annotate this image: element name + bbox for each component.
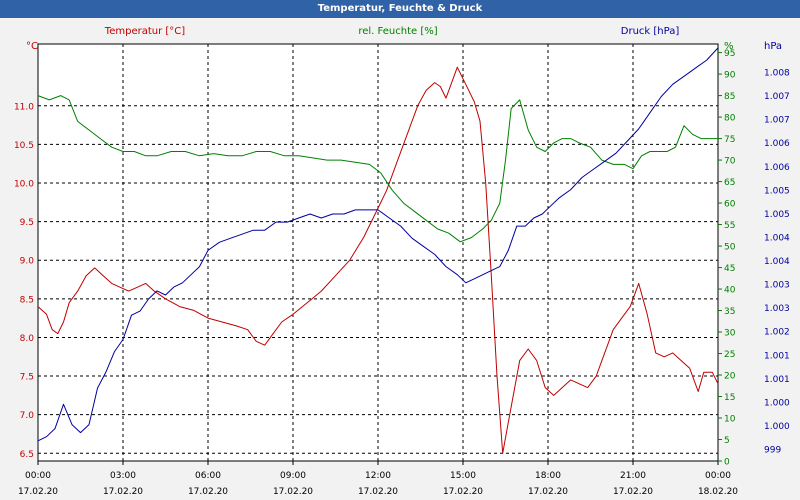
humidity-tick-label: 90 — [724, 71, 736, 81]
pressure-tick-label: 1.006 — [764, 139, 790, 149]
x-tick-time: 03:00 — [110, 471, 136, 481]
humidity-tick-label: 95 — [724, 49, 735, 59]
humidity-tick-label: 85 — [724, 92, 735, 102]
humidity-unit-label: % — [724, 41, 734, 52]
pressure-tick-label: 1.001 — [764, 375, 790, 385]
x-tick-time: 15:00 — [450, 471, 476, 481]
humidity-tick-label: 75 — [724, 135, 735, 145]
humidity-tick-label: 70 — [724, 157, 736, 167]
temperature-tick-label: 7.0 — [20, 411, 35, 421]
temperature-tick-label: 9.0 — [20, 257, 35, 267]
pressure-tick-label: 1.000 — [764, 398, 790, 408]
series-line-temperature — [37, 66, 719, 454]
pressure-tick-label: 1.003 — [764, 281, 790, 291]
humidity-tick-label: 35 — [724, 307, 735, 317]
pressure-tick-label: 1.008 — [764, 69, 790, 79]
pressure-tick-label: 1.007 — [764, 92, 790, 102]
x-tick-date: 17.02.20 — [358, 487, 398, 497]
x-tick-time: 09:00 — [280, 471, 306, 481]
x-tick-date: 17.02.20 — [443, 487, 483, 497]
x-tick-date: 17.02.20 — [103, 487, 143, 497]
grid — [38, 44, 718, 461]
temperature-tick-label: 10.5 — [14, 141, 34, 151]
chart-title: Temperatur, Feuchte & Druck — [0, 0, 800, 18]
pressure-tick-label: 999 — [764, 446, 781, 456]
x-tick-date: 17.02.20 — [528, 487, 568, 497]
series-layer — [37, 47, 719, 454]
pressure-unit-label: hPa — [764, 41, 782, 52]
pressure-tick-label: 1.004 — [764, 233, 790, 243]
pressure-tick-label: 1.005 — [764, 210, 790, 220]
humidity-tick-label: 5 — [724, 436, 730, 446]
humidity-axis-label: rel. Feuchte [%] — [358, 26, 437, 37]
humidity-tick-label: 30 — [724, 329, 736, 339]
x-tick-time: 00:00 — [25, 471, 51, 481]
pressure-tick-label: 1.007 — [764, 116, 790, 126]
series-line-pressure — [37, 47, 719, 442]
pressure-tick-label: 1.004 — [764, 257, 790, 267]
humidity-tick-label: 50 — [724, 243, 736, 253]
series-line-humidity — [37, 95, 718, 243]
pressure-tick-label: 1.002 — [764, 328, 790, 338]
x-tick-time: 21:00 — [620, 471, 646, 481]
pressure-axis-label: Druck [hPa] — [621, 26, 680, 37]
humidity-tick-label: 25 — [724, 350, 735, 360]
temperature-tick-label: 8.5 — [20, 295, 34, 305]
temperature-tick-label: 8.0 — [20, 334, 35, 344]
temperature-tick-label: 7.5 — [20, 373, 34, 383]
humidity-tick-label: 10 — [724, 415, 736, 425]
humidity-tick-label: 45 — [724, 264, 735, 274]
temperature-unit-label: °C — [26, 41, 38, 52]
pressure-tick-label: 1.005 — [764, 186, 790, 196]
humidity-tick-label: 20 — [724, 372, 736, 382]
pressure-tick-label: 1.006 — [764, 163, 790, 173]
temperature-tick-label: 10.0 — [14, 180, 34, 190]
x-tick-time: 12:00 — [365, 471, 391, 481]
x-tick-date: 18.02.20 — [698, 487, 738, 497]
pressure-tick-label: 1.000 — [764, 422, 790, 432]
plot-frame — [37, 43, 719, 462]
axes-layer: 00:00 17.02.20 03:00 17.02.20 06:00 17.02.20 0… — [14, 49, 790, 497]
x-tick-time: 18:00 — [535, 471, 561, 481]
x-tick-date: 17.02.20 — [188, 487, 228, 497]
temperature-axis-label: Temperatur [°C] — [104, 26, 185, 37]
humidity-tick-label: 0 — [724, 458, 730, 468]
humidity-tick-label: 60 — [724, 200, 736, 210]
x-tick-date: 17.02.20 — [18, 487, 58, 497]
temperature-tick-label: 9.5 — [20, 218, 34, 228]
humidity-tick-label: 40 — [724, 286, 736, 296]
temperature-tick-label: 6.5 — [20, 450, 34, 460]
pressure-tick-label: 1.001 — [764, 351, 790, 361]
humidity-tick-label: 80 — [724, 114, 736, 124]
humidity-tick-label: 65 — [724, 178, 735, 188]
x-tick-date: 17.02.20 — [273, 487, 313, 497]
temperature-tick-label: 11.0 — [14, 102, 34, 112]
x-tick-date: 17.02.20 — [613, 487, 653, 497]
x-tick-time: 00:00 — [705, 471, 731, 481]
humidity-tick-label: 15 — [724, 393, 735, 403]
x-tick-time: 06:00 — [195, 471, 221, 481]
humidity-tick-label: 55 — [724, 221, 735, 231]
pressure-tick-label: 1.003 — [764, 304, 790, 314]
